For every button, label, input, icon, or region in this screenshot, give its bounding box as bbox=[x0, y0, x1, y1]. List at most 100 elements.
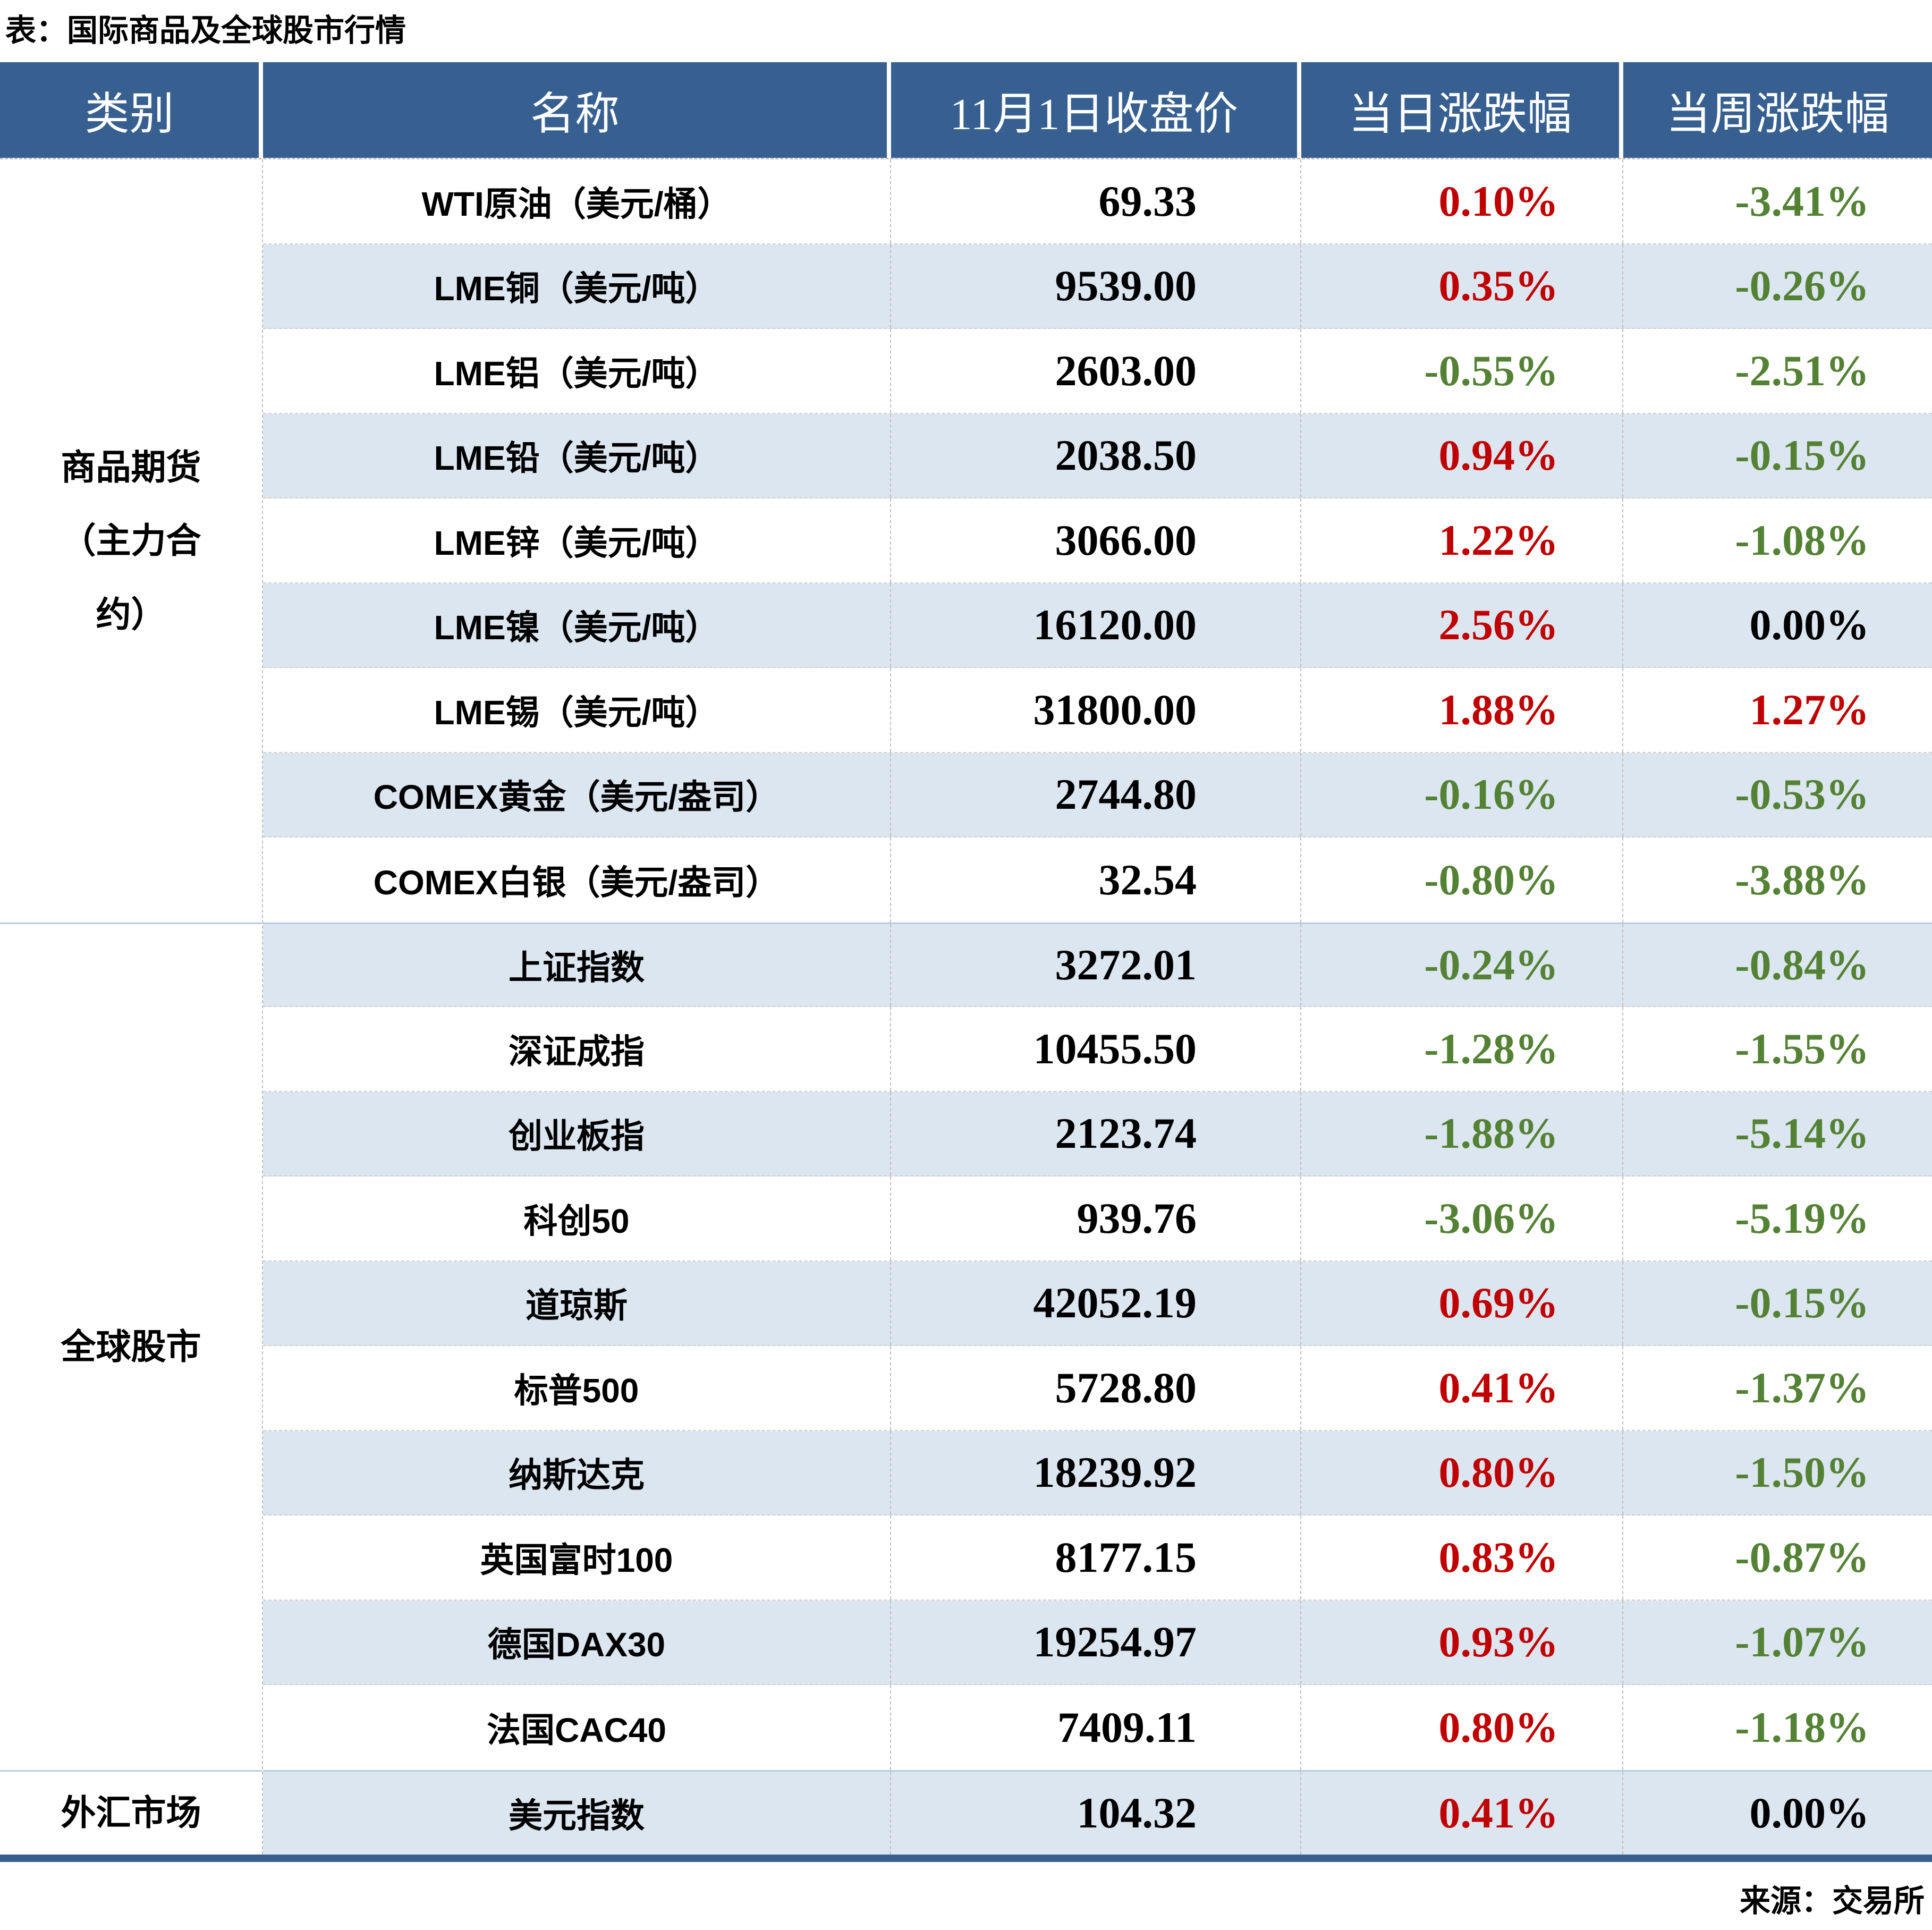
name-cell: COMEX黄金（美元/盎司） bbox=[263, 752, 891, 836]
name-cell: LME铝（美元/吨） bbox=[263, 329, 891, 413]
table-row: COMEX白银（美元/盎司） 32.54 -0.80% -3.88% bbox=[263, 837, 1932, 922]
category-column: 商品期货 （主力合 约） 全球股市 外汇市场 bbox=[0, 159, 263, 1855]
day-change-cell: 1.88% bbox=[1301, 668, 1623, 752]
day-change-cell: 0.83% bbox=[1301, 1516, 1623, 1599]
close-cell: 5728.80 bbox=[891, 1346, 1301, 1430]
week-change-cell: 1.27% bbox=[1749, 685, 1870, 734]
name-cell: 纳斯达克 bbox=[263, 1430, 891, 1514]
table-row: 上证指数 3272.01 -0.24% -0.84% bbox=[263, 922, 1932, 1007]
close-cell: 2038.50 bbox=[891, 413, 1301, 497]
close-cell: 3066.00 bbox=[891, 498, 1301, 582]
day-change-cell: -0.16% bbox=[1301, 752, 1623, 836]
header-close-price: 11月1日收盘价 bbox=[891, 62, 1301, 158]
close-cell: 42052.19 bbox=[891, 1261, 1301, 1345]
week-change-cell: -3.88% bbox=[1735, 855, 1869, 904]
table-row: 深证成指 10455.50 -1.28% -1.55% bbox=[263, 1007, 1932, 1092]
week-change-cell: -2.51% bbox=[1735, 346, 1869, 395]
week-change-cell: -1.37% bbox=[1735, 1363, 1869, 1412]
name-cell: 创业板指 bbox=[263, 1091, 891, 1175]
source-note: 来源：交易所 bbox=[1739, 1884, 1925, 1918]
header-name: 名称 bbox=[263, 62, 891, 158]
week-change-cell: -0.87% bbox=[1735, 1533, 1869, 1581]
close-cell: 2123.74 bbox=[891, 1091, 1301, 1175]
day-change-cell: 0.69% bbox=[1301, 1261, 1623, 1345]
close-cell: 3272.01 bbox=[891, 924, 1301, 1006]
close-cell: 10455.50 bbox=[891, 1007, 1301, 1091]
table-row: 标普500 5728.80 0.41% -1.37% bbox=[263, 1346, 1932, 1431]
name-cell: WTI原油（美元/桶） bbox=[263, 159, 891, 243]
close-cell: 104.32 bbox=[891, 1771, 1301, 1855]
day-change-cell: 0.94% bbox=[1301, 413, 1623, 497]
week-change-cell: -0.26% bbox=[1735, 261, 1869, 310]
week-change-cell: -3.41% bbox=[1735, 176, 1869, 225]
data-rows: WTI原油（美元/桶） 69.33 0.10% -3.41% LME铜（美元/吨… bbox=[263, 159, 1932, 1855]
table-row: LME锌（美元/吨） 3066.00 1.22% -1.08% bbox=[263, 498, 1932, 583]
week-change-cell: -0.84% bbox=[1735, 940, 1869, 989]
day-change-cell: -1.28% bbox=[1301, 1007, 1623, 1091]
name-cell: LME铅（美元/吨） bbox=[263, 413, 891, 497]
name-cell: COMEX白银（美元/盎司） bbox=[263, 837, 891, 922]
table-row: 英国富时100 8177.15 0.83% -0.87% bbox=[263, 1516, 1932, 1601]
table-row: 道琼斯 42052.19 0.69% -0.15% bbox=[263, 1261, 1932, 1346]
day-change-cell: 0.80% bbox=[1301, 1685, 1623, 1770]
table-row: COMEX黄金（美元/盎司） 2744.80 -0.16% -0.53% bbox=[263, 752, 1932, 837]
name-cell: 科创50 bbox=[263, 1176, 891, 1260]
header-week-change: 当周涨跌幅 bbox=[1623, 62, 1932, 158]
week-change-cell: -1.07% bbox=[1735, 1618, 1869, 1666]
name-cell: 上证指数 bbox=[263, 924, 891, 1006]
day-change-cell: -0.55% bbox=[1301, 329, 1623, 413]
week-change-cell: 0.00% bbox=[1749, 1788, 1870, 1837]
day-change-cell: -1.88% bbox=[1301, 1091, 1623, 1175]
week-change-cell: -0.15% bbox=[1735, 1279, 1869, 1327]
name-cell: 德国DAX30 bbox=[263, 1600, 891, 1684]
week-change-cell: -5.14% bbox=[1735, 1109, 1869, 1158]
day-change-cell: -3.06% bbox=[1301, 1176, 1623, 1260]
close-cell: 31800.00 bbox=[891, 668, 1301, 752]
day-change-cell: 0.41% bbox=[1301, 1771, 1623, 1855]
table-row: WTI原油（美元/桶） 69.33 0.10% -3.41% bbox=[263, 159, 1932, 244]
day-change-cell: 1.22% bbox=[1301, 498, 1623, 582]
table-row: LME锡（美元/吨） 31800.00 1.88% 1.27% bbox=[263, 668, 1932, 753]
day-change-cell: -0.24% bbox=[1301, 924, 1623, 1006]
week-change-cell: -0.53% bbox=[1735, 770, 1869, 819]
name-cell: 英国富时100 bbox=[263, 1516, 891, 1599]
name-cell: 法国CAC40 bbox=[263, 1685, 891, 1770]
close-cell: 9539.00 bbox=[891, 244, 1301, 328]
day-change-cell: 2.56% bbox=[1301, 583, 1623, 667]
table-header-row: 类别 名称 11月1日收盘价 当日涨跌幅 当周涨跌幅 bbox=[0, 62, 1932, 158]
table-row: LME镍（美元/吨） 16120.00 2.56% 0.00% bbox=[263, 583, 1932, 668]
week-change-cell: -5.19% bbox=[1735, 1193, 1869, 1242]
name-cell: 道琼斯 bbox=[263, 1261, 891, 1345]
day-change-cell: 0.35% bbox=[1301, 244, 1623, 328]
table-row: 科创50 939.76 -3.06% -5.19% bbox=[263, 1176, 1932, 1262]
name-cell: 美元指数 bbox=[263, 1771, 891, 1855]
close-cell: 2603.00 bbox=[891, 329, 1301, 413]
table-row: 德国DAX30 19254.97 0.93% -1.07% bbox=[263, 1600, 1932, 1685]
day-change-cell: 0.10% bbox=[1301, 159, 1623, 243]
table-row: LME铅（美元/吨） 2038.50 0.94% -0.15% bbox=[263, 413, 1932, 498]
close-cell: 16120.00 bbox=[891, 583, 1301, 667]
day-change-cell: 0.80% bbox=[1301, 1430, 1623, 1514]
week-change-cell: -1.08% bbox=[1735, 515, 1869, 564]
close-cell: 939.76 bbox=[891, 1176, 1301, 1260]
table-row: 纳斯达克 18239.92 0.80% -1.50% bbox=[263, 1430, 1932, 1516]
day-change-cell: -0.80% bbox=[1301, 837, 1623, 922]
table-row: 美元指数 104.32 0.41% 0.00% bbox=[263, 1770, 1932, 1855]
close-cell: 8177.15 bbox=[891, 1516, 1301, 1599]
close-cell: 2744.80 bbox=[891, 752, 1301, 836]
name-cell: LME锌（美元/吨） bbox=[263, 498, 891, 582]
table-row: LME铜（美元/吨） 9539.00 0.35% -0.26% bbox=[263, 244, 1932, 329]
bottom-divider-bar bbox=[0, 1855, 1932, 1862]
close-cell: 19254.97 bbox=[891, 1600, 1301, 1684]
name-cell: 深证成指 bbox=[263, 1007, 891, 1091]
week-change-cell: 0.00% bbox=[1749, 600, 1870, 649]
name-cell: LME镍（美元/吨） bbox=[263, 583, 891, 667]
week-change-cell: -1.55% bbox=[1735, 1024, 1869, 1073]
header-category: 类别 bbox=[0, 62, 263, 158]
category-cell-fx-market: 外汇市场 bbox=[0, 1770, 262, 1855]
day-change-cell: 0.41% bbox=[1301, 1346, 1623, 1430]
category-cell-global-stocks: 全球股市 bbox=[0, 922, 262, 1770]
table-row: 法国CAC40 7409.11 0.80% -1.18% bbox=[263, 1685, 1932, 1770]
table-row: 创业板指 2123.74 -1.88% -5.14% bbox=[263, 1091, 1932, 1176]
